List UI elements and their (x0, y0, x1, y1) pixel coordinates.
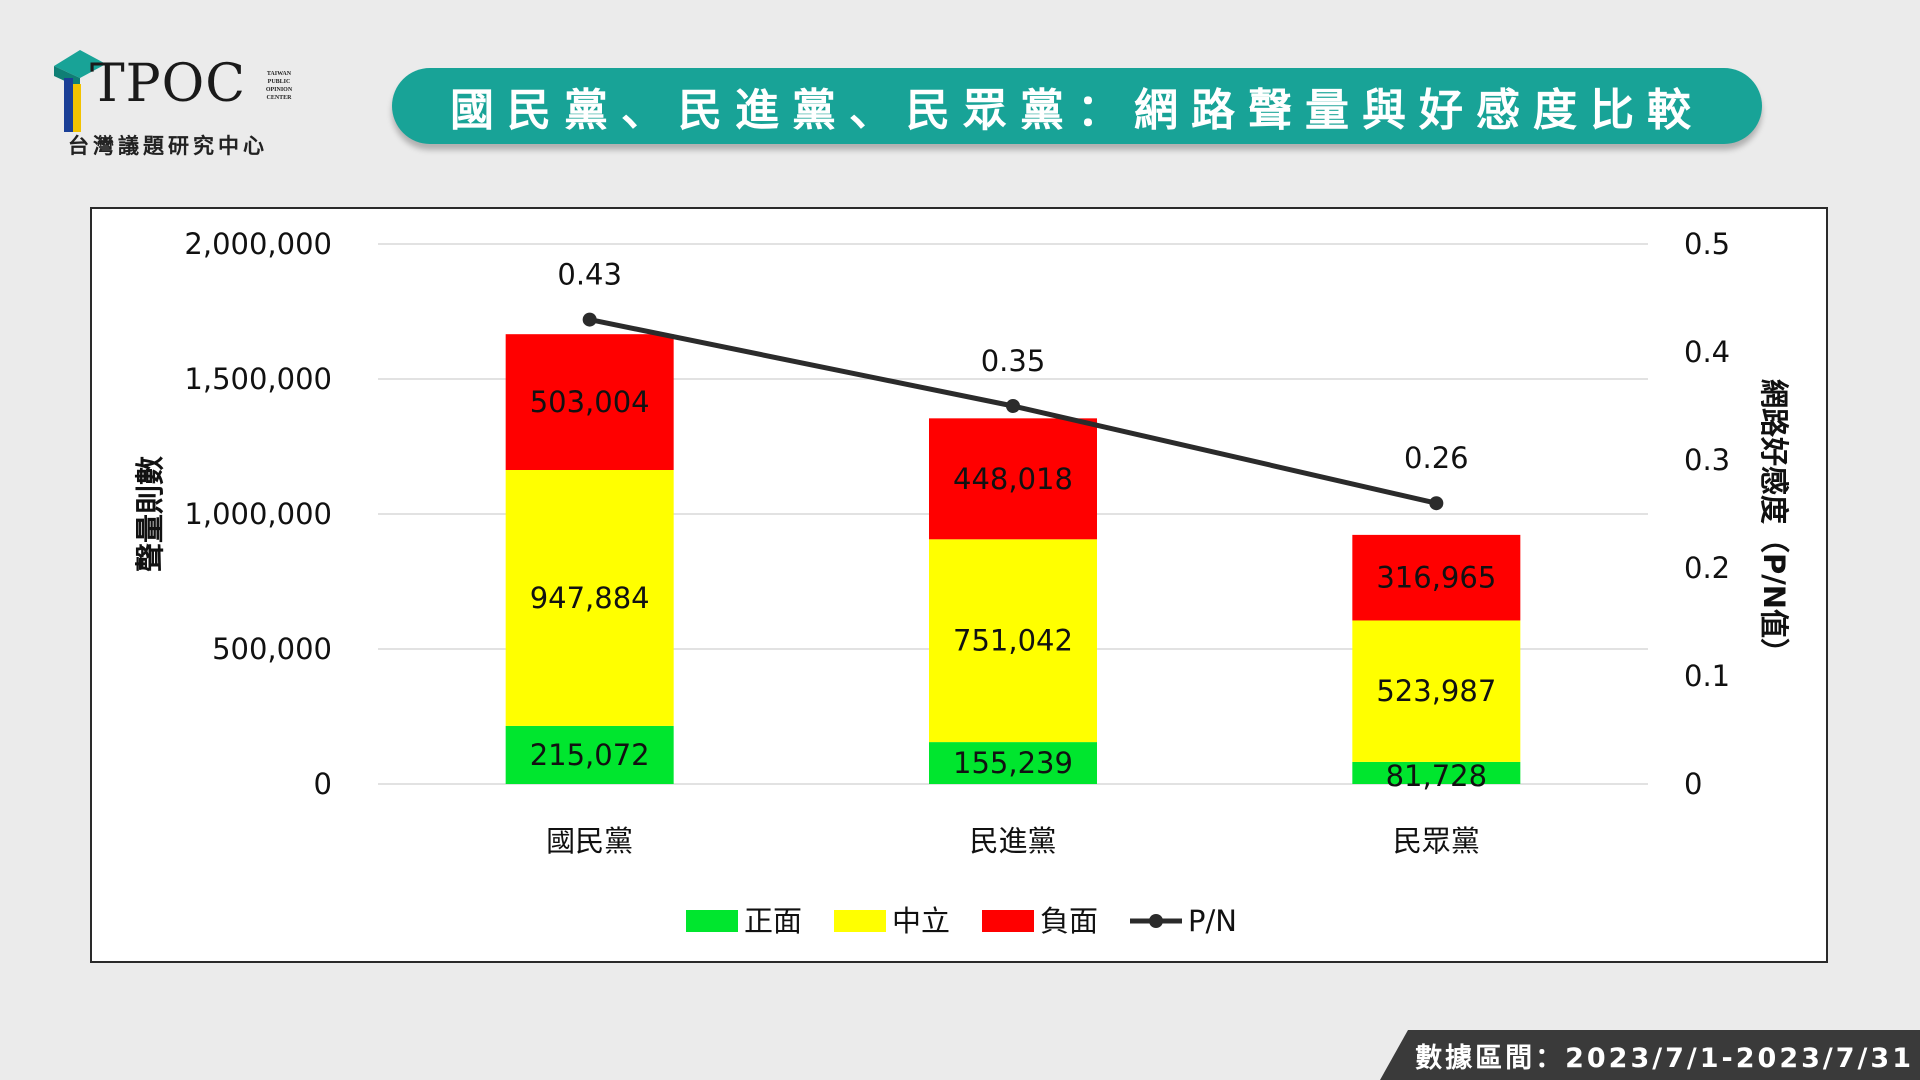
y2-tick-label: 0 (1684, 767, 1702, 801)
bar-segment-negative (1352, 534, 1521, 621)
logo-subtitle: 台灣議題研究中心 (68, 134, 268, 158)
pn-point (1429, 496, 1444, 511)
page-title: 國民黨、民進黨、民眾黨：網路聲量與好感度比較 (450, 85, 1704, 136)
bar-segment-neutral (929, 539, 1097, 743)
y2-axis-title: 網路好感度（P/N值） (1757, 379, 1791, 667)
bar-value-label: 215,072 (530, 738, 650, 772)
y-tick-label: 1,000,000 (184, 497, 332, 531)
bar-segment-neutral (1352, 620, 1521, 762)
y-tick-label: 2,000,000 (184, 227, 332, 261)
cube-logo-icon (54, 50, 106, 132)
logo-small-line: CENTER (266, 95, 292, 101)
logo-small-line: TAIWAN (266, 71, 292, 77)
bar-segment-negative (929, 418, 1097, 540)
x-category-label: 國民黨 (546, 824, 633, 858)
legend-marker-pn (1149, 914, 1163, 928)
legend-label-negative: 負面 (1040, 904, 1098, 938)
pn-point (1006, 399, 1020, 413)
legend-label-pn: P/N (1188, 904, 1237, 938)
bar-segment-positive (929, 742, 1097, 784)
bar-segment-positive (505, 725, 674, 784)
legend-label-positive: 正面 (744, 904, 802, 938)
pn-point (582, 312, 597, 327)
bar-segment-negative (505, 334, 674, 471)
date-range-text: 數據區間：2023/7/1-2023/7/31 (1415, 1042, 1914, 1074)
logo-text: TPOC (90, 54, 247, 114)
bar-value-label: 81,728 (1386, 759, 1487, 793)
legend-swatch-neutral (834, 910, 886, 932)
bar-value-label: 751,042 (953, 624, 1073, 658)
y2-tick-label: 0.4 (1684, 335, 1730, 369)
logo-small-text: TAIWAN PUBLIC OPINION CENTER (260, 70, 298, 102)
bar-value-label: 448,018 (953, 462, 1073, 496)
legend-swatch-positive (686, 910, 738, 932)
y-tick-label: 0 (314, 767, 332, 801)
bar-value-label: 316,965 (1376, 561, 1496, 595)
y-axis-title: 聲量則數 (133, 456, 167, 572)
pn-value-label: 0.43 (557, 258, 622, 292)
bar-segment-positive (1352, 761, 1521, 784)
y2-tick-label: 0.3 (1684, 443, 1730, 477)
legend-label-neutral: 中立 (892, 904, 950, 938)
y-tick-label: 500,000 (212, 632, 332, 666)
y2-tick-label: 0.1 (1684, 659, 1730, 693)
bar-value-label: 155,239 (953, 746, 1073, 780)
bar-value-label: 947,884 (530, 581, 650, 615)
pn-value-label: 0.35 (981, 344, 1046, 378)
tpoc-logo: TPOC TAIWAN PUBLIC OPINION CENTER 台灣議題研究… (50, 40, 310, 160)
bar-value-label: 523,987 (1376, 674, 1496, 708)
logo-small-line: PUBLIC (267, 79, 291, 85)
chart-frame: 0 500,000 1,000,000 1,500,000 2,000,000 0 0.1 0… (90, 207, 1828, 963)
legend-swatch-negative (982, 910, 1034, 932)
y2-tick-label: 0.2 (1684, 551, 1730, 585)
x-category-label: 民眾黨 (1393, 824, 1480, 858)
stacked-bar-line-chart: 0 500,000 1,000,000 1,500,000 2,000,000 0 0.1 0… (133, 227, 1791, 938)
y-tick-label: 1,500,000 (184, 362, 332, 396)
bar-segment-neutral (505, 470, 674, 726)
logo-small-line: OPINION (265, 87, 293, 93)
pn-value-label: 0.26 (1404, 441, 1469, 475)
title-banner: 國民黨、民進黨、民眾黨：網路聲量與好感度比較 (392, 68, 1762, 144)
bar-value-label: 503,004 (530, 385, 650, 419)
x-category-label: 民進黨 (969, 824, 1056, 858)
date-range-tab: 數據區間：2023/7/1-2023/7/31 (1380, 1030, 1920, 1080)
y2-tick-label: 0.5 (1684, 227, 1730, 261)
